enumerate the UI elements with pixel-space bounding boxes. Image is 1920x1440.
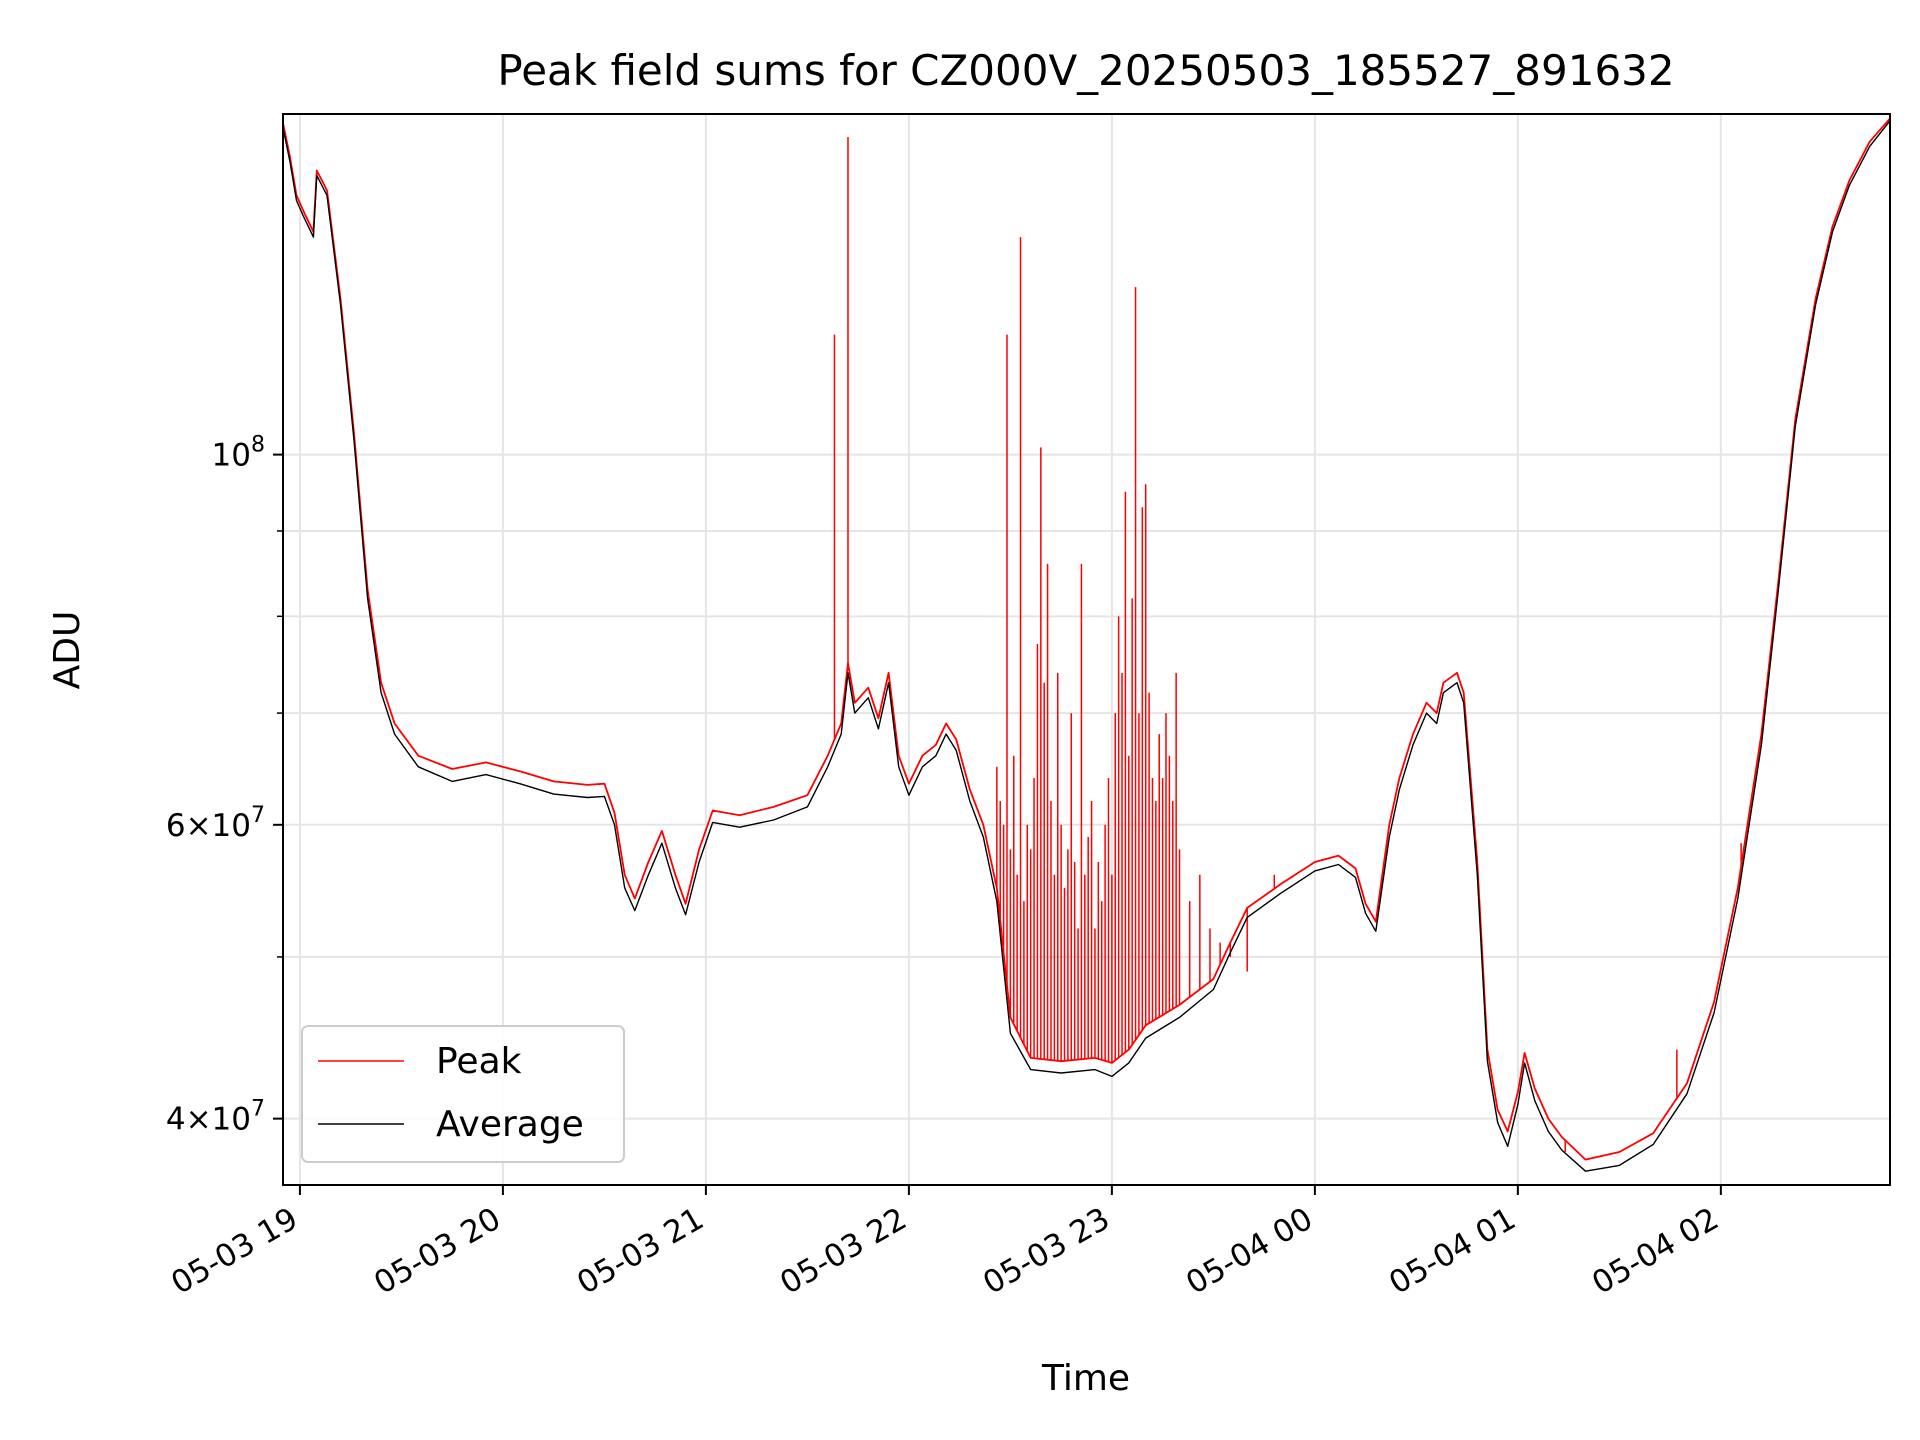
series-line-peak (283, 117, 1890, 1161)
legend-box (301, 1025, 625, 1163)
y-tick-label: 6×107 (166, 803, 265, 844)
y-axis: 4×107 6×107 108 (166, 433, 283, 1138)
legend-label-average: Average (436, 1104, 584, 1145)
series-layer (283, 117, 1890, 1172)
chart-title: Peak field sums for CZ000V_20250503_1855… (497, 46, 1674, 95)
legend-label-peak: Peak (436, 1041, 522, 1082)
y-axis-label: ADU (47, 611, 88, 690)
y-tick-label: 108 (212, 433, 265, 474)
grid (283, 114, 1890, 1185)
x-axis-label: Time (1041, 1358, 1130, 1399)
legend: Peak Average (301, 1025, 625, 1163)
peak-spikes (833, 137, 1742, 1153)
series-line-average (283, 120, 1890, 1172)
y-tick-label: 4×107 (166, 1097, 265, 1138)
plot-frame (282, 113, 1891, 1186)
